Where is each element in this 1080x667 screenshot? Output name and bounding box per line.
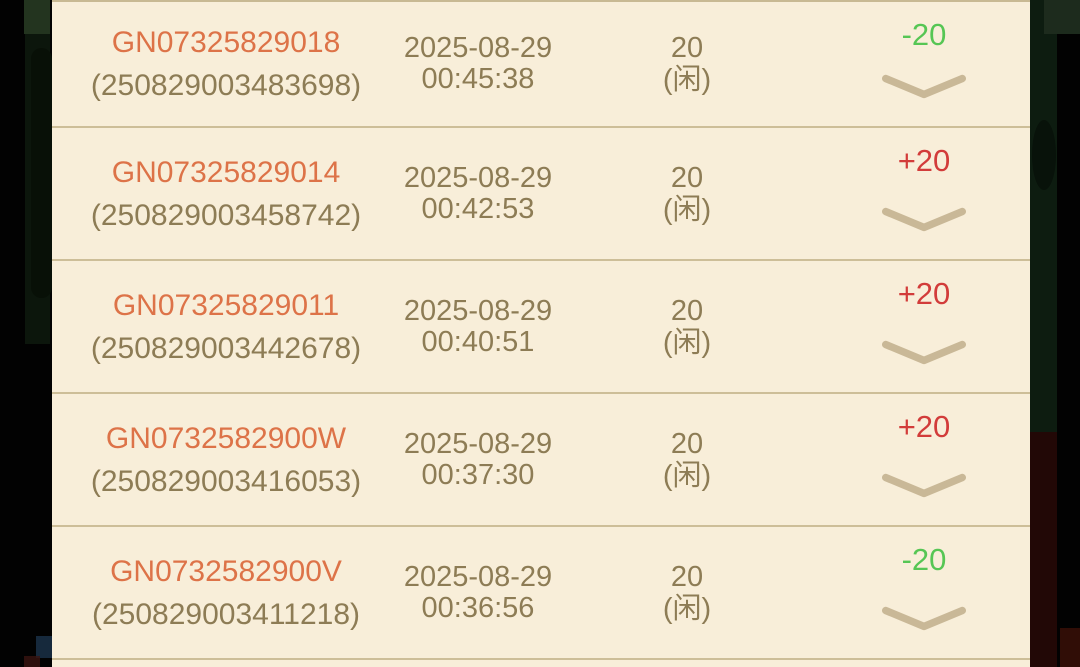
result-column: -20	[818, 527, 1030, 658]
background-right-table-fragment	[1032, 120, 1056, 190]
order-column: GN0732582900V (250829003411218)	[52, 527, 400, 658]
bet-record-row[interactable]: GN07325829014 (250829003458742) 2025-08-…	[52, 128, 1030, 261]
bet-date: 2025-08-29	[403, 294, 553, 327]
bet-column: 20 (闲)	[556, 2, 818, 126]
bet-amount: 20	[670, 427, 704, 460]
background-right-table-fragment	[1060, 628, 1080, 667]
result-amount: +20	[897, 409, 951, 444]
bet-date: 2025-08-29	[403, 560, 553, 593]
reference-number: (250829003458742)	[90, 198, 362, 232]
bet-record-row[interactable]: GN07325829011 (250829003442678) 2025-08-…	[52, 261, 1030, 394]
bet-column: 20 (闲)	[556, 261, 818, 392]
bet-amount: 20	[670, 32, 704, 64]
bet-record-row[interactable]: GN07325829018 (250829003483698) 2025-08-…	[52, 2, 1030, 128]
background-left-table-fragment	[24, 656, 40, 667]
order-id: GN0732582900W	[105, 421, 347, 455]
result-column: +20	[818, 128, 1030, 259]
bet-column: 20 (闲)	[556, 128, 818, 259]
reference-number: (250829003411218)	[91, 597, 361, 631]
result-amount: +20	[897, 143, 951, 178]
order-id: GN07325829014	[111, 155, 341, 189]
bet-side: (闲)	[662, 193, 712, 226]
chevron-down-icon[interactable]	[878, 471, 970, 499]
time-column: 2025-08-29 00:42:53	[400, 128, 556, 259]
time-column: 2025-08-29 00:36:56	[400, 527, 556, 658]
reference-number: (250829003483698)	[90, 69, 362, 102]
chevron-down-icon[interactable]	[878, 338, 970, 366]
bet-time: 00:45:38	[421, 63, 535, 95]
order-id: GN0732582900V	[110, 554, 342, 588]
chevron-down-icon[interactable]	[878, 205, 970, 233]
bet-side: (闲)	[662, 459, 712, 492]
row-divider	[52, 0, 1030, 2]
bet-amount: 20	[670, 560, 704, 593]
bet-column: 20 (闲)	[556, 527, 818, 658]
bet-time: 00:36:56	[421, 591, 535, 624]
bet-record-row[interactable]: GN0732582900V (250829003411218) 2025-08-…	[52, 527, 1030, 660]
time-column: 2025-08-29 00:37:30	[400, 394, 556, 525]
reference-number: (250829003442678)	[90, 331, 362, 365]
result-column: +20	[818, 261, 1030, 392]
bet-amount: 20	[670, 161, 704, 194]
background-right-dim	[1056, 0, 1080, 667]
bet-amount: 20	[670, 294, 704, 327]
bet-side: (闲)	[662, 64, 712, 96]
bet-time: 00:37:30	[421, 458, 535, 491]
background-left-table-fragment	[36, 636, 52, 658]
bet-date: 2025-08-29	[403, 32, 553, 64]
bet-time: 00:42:53	[421, 192, 535, 225]
reference-number: (250829003416053)	[90, 464, 362, 498]
bet-time: 00:40:51	[421, 325, 535, 358]
order-id: GN07325829011	[112, 288, 340, 322]
chevron-down-icon[interactable]	[878, 72, 970, 100]
result-column: +20	[818, 394, 1030, 525]
background-right-table-fragment	[1044, 0, 1080, 34]
order-id: GN07325829018	[111, 26, 341, 59]
bet-date: 2025-08-29	[403, 427, 553, 460]
order-column: GN07325829018 (250829003483698)	[52, 2, 400, 126]
order-column: GN07325829014 (250829003458742)	[52, 128, 400, 259]
bet-side: (闲)	[662, 592, 712, 625]
time-column: 2025-08-29 00:40:51	[400, 261, 556, 392]
result-amount: +20	[897, 276, 951, 311]
result-amount: -20	[901, 17, 947, 52]
result-amount: -20	[901, 542, 947, 577]
order-column: GN0732582900W (250829003416053)	[52, 394, 400, 525]
background-left-table-fragment	[31, 48, 52, 298]
background-right-table-fragment	[1030, 432, 1057, 667]
result-column: -20	[818, 2, 1030, 126]
chevron-down-icon[interactable]	[878, 604, 970, 632]
time-column: 2025-08-29 00:45:38	[400, 2, 556, 126]
bet-side: (闲)	[662, 326, 712, 359]
order-column: GN07325829011 (250829003442678)	[52, 261, 400, 392]
bet-column: 20 (闲)	[556, 394, 818, 525]
bet-history-panel: GN07325829018 (250829003483698) 2025-08-…	[52, 0, 1030, 667]
bet-record-row[interactable]: GN0732582900W (250829003416053) 2025-08-…	[52, 394, 1030, 527]
background-right-table-fragment	[1030, 0, 1057, 432]
bet-date: 2025-08-29	[403, 161, 553, 194]
background-left-table-fragment	[24, 0, 50, 34]
